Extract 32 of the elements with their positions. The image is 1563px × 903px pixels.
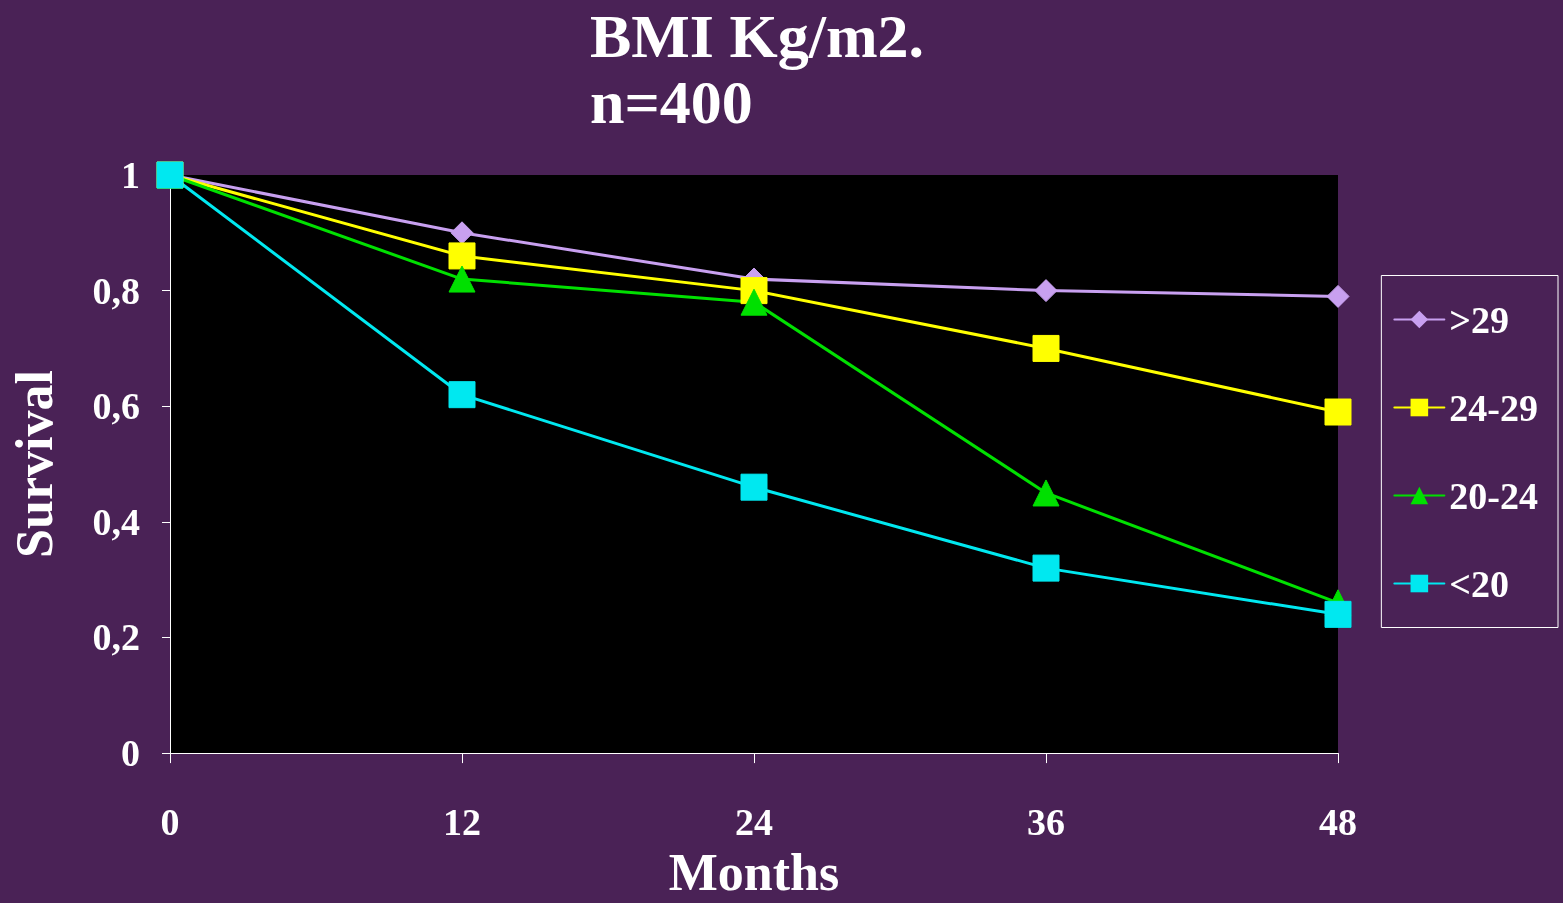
- point: [450, 221, 474, 245]
- point: [448, 381, 476, 409]
- legend-label: <20: [1449, 562, 1509, 605]
- chart-title: BMI Kg/m2.: [590, 2, 925, 70]
- x-tick-label: 48: [1319, 801, 1357, 844]
- point: [1326, 284, 1350, 308]
- legend-label: 20-24: [1449, 474, 1538, 517]
- y-axis-title: Survival: [5, 370, 63, 558]
- x-tick-label: 36: [1027, 801, 1065, 844]
- y-tick-label: 0,4: [92, 500, 140, 543]
- point: [740, 473, 768, 501]
- point: [1034, 279, 1058, 303]
- point: [1032, 479, 1060, 507]
- y-tick-label: 0,2: [92, 616, 140, 659]
- point: [1032, 334, 1060, 362]
- x-axis-title: Months: [668, 843, 840, 901]
- y-tick-label: 0,8: [92, 269, 140, 312]
- point: [448, 242, 476, 270]
- y-tick-label: 1: [121, 154, 140, 196]
- point: [1324, 398, 1352, 426]
- y-tick-label: 0: [121, 732, 140, 775]
- legend-label: >29: [1449, 298, 1509, 341]
- point: [1032, 554, 1060, 582]
- x-tick-label: 0: [160, 801, 180, 844]
- point: [740, 288, 768, 316]
- legend-label: 24-29: [1449, 386, 1538, 429]
- chart-subtitle: n=400: [590, 68, 753, 136]
- x-tick-label: 12: [443, 801, 481, 844]
- point: [1324, 600, 1352, 628]
- x-tick-label: 24: [735, 801, 773, 844]
- y-tick-label: 0,6: [92, 385, 140, 428]
- point: [448, 265, 476, 293]
